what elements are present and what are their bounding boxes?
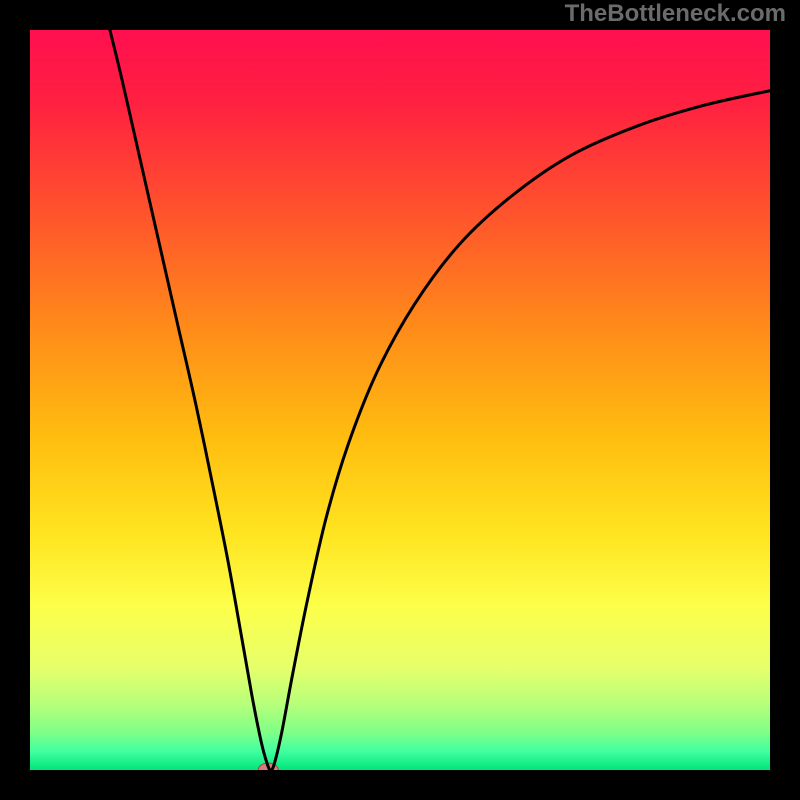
gradient-background [30, 30, 770, 770]
attribution-text: TheBottleneck.com [565, 0, 786, 28]
plot-area [30, 30, 770, 770]
chart-frame: TheBottleneck.com [0, 0, 800, 800]
chart-svg [30, 30, 770, 770]
